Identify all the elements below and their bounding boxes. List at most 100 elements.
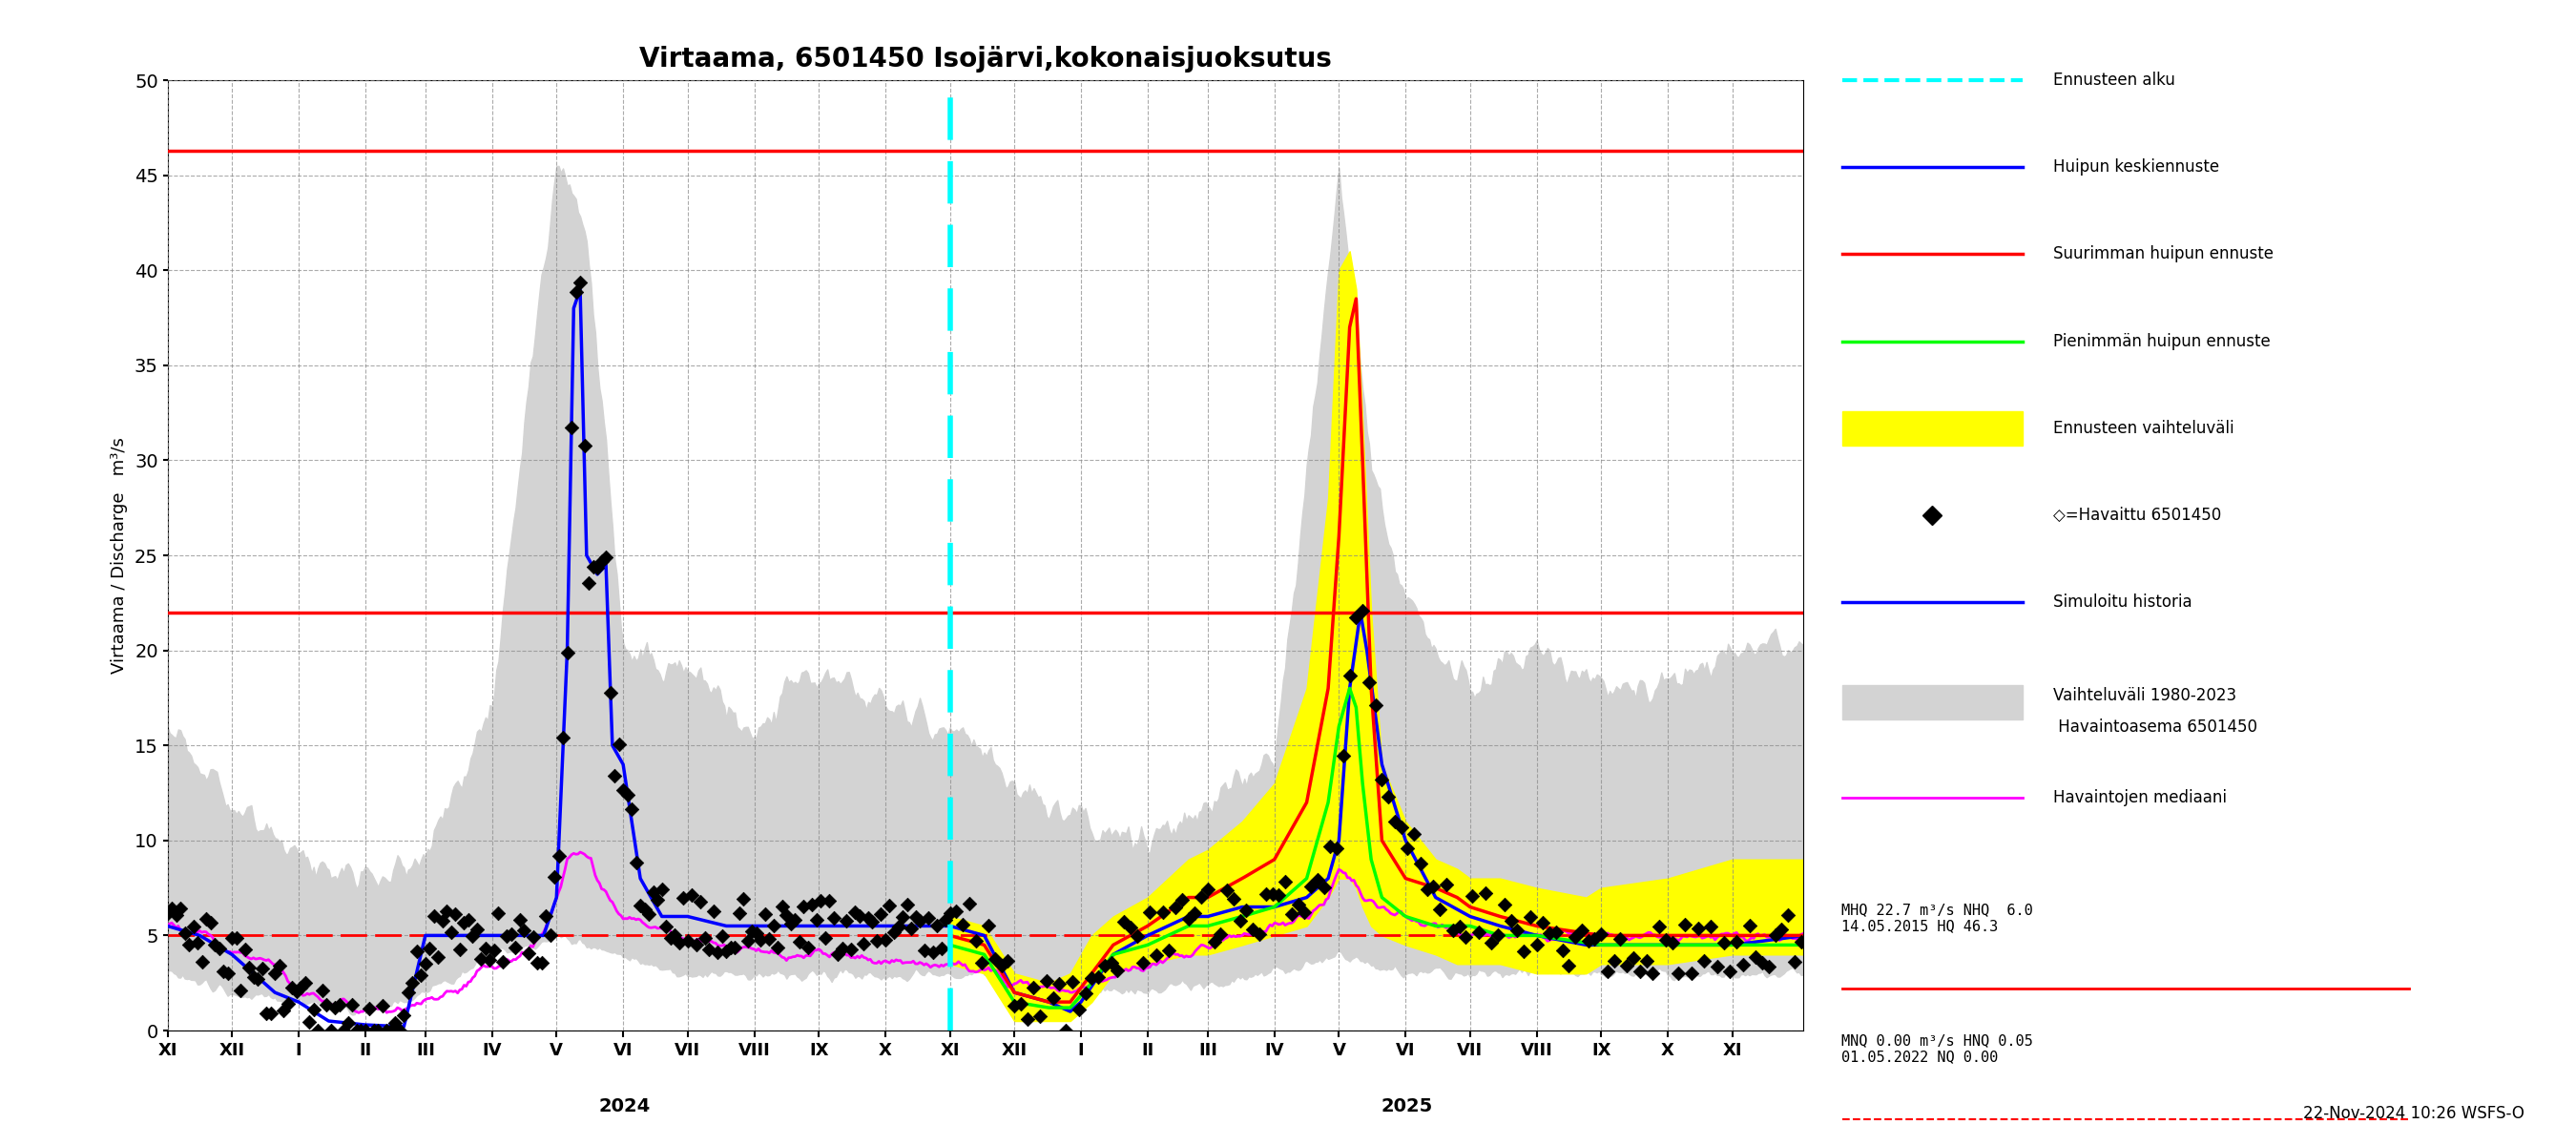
- Point: [371, 1021, 412, 1040]
- Bar: [1842, 411, 2022, 445]
- Point: [1309, 837, 1350, 855]
- Point: [379, 1021, 420, 1040]
- Point: [1226, 901, 1267, 919]
- Point: [1613, 949, 1654, 968]
- Point: [868, 897, 909, 915]
- Point: [814, 909, 855, 927]
- Point: [438, 941, 479, 960]
- Point: [397, 942, 438, 961]
- Point: [1510, 908, 1551, 926]
- Point: [1569, 932, 1610, 950]
- Text: 2025: 2025: [1381, 1097, 1432, 1115]
- Point: [1007, 1010, 1048, 1028]
- Text: Pienimmän huipun ennuste: Pienimmän huipun ennuste: [2053, 332, 2269, 349]
- Point: [425, 902, 466, 921]
- Point: [180, 953, 222, 971]
- Point: [688, 940, 729, 958]
- Point: [1625, 951, 1667, 970]
- Point: [726, 931, 768, 949]
- Point: [270, 979, 312, 997]
- Point: [448, 910, 489, 929]
- Point: [752, 916, 793, 934]
- Point: [739, 931, 781, 949]
- Point: [853, 913, 894, 931]
- Point: [855, 931, 896, 949]
- Point: [791, 895, 832, 914]
- Point: [667, 932, 708, 950]
- Point: [629, 905, 670, 923]
- Point: [848, 909, 889, 927]
- Point: [1419, 900, 1461, 918]
- Point: [881, 908, 922, 926]
- Point: [788, 939, 829, 957]
- Point: [348, 1000, 389, 1018]
- Point: [1218, 911, 1260, 930]
- Point: [1535, 923, 1577, 941]
- Point: [386, 984, 428, 1002]
- Point: [1162, 891, 1203, 909]
- Point: [559, 273, 600, 291]
- Point: [1342, 601, 1383, 619]
- Point: [167, 935, 209, 954]
- Point: [842, 934, 884, 953]
- Point: [443, 914, 484, 932]
- Point: [191, 914, 232, 932]
- Point: [404, 955, 446, 973]
- Point: [1200, 925, 1242, 943]
- Point: [1303, 878, 1345, 897]
- Point: [474, 941, 515, 960]
- Point: [435, 905, 477, 923]
- Point: [301, 981, 343, 1000]
- Point: [878, 917, 920, 935]
- Point: [1355, 695, 1396, 713]
- Point: [281, 978, 322, 996]
- Point: [732, 923, 773, 941]
- Point: [399, 965, 440, 984]
- Point: [533, 868, 574, 886]
- Point: [505, 922, 546, 940]
- Point: [546, 643, 587, 662]
- Point: [1064, 984, 1105, 1002]
- Point: [714, 938, 755, 956]
- Point: [294, 1001, 335, 1019]
- Point: [873, 923, 914, 941]
- Point: [1775, 953, 1816, 971]
- Point: [1175, 905, 1216, 923]
- Point: [495, 939, 536, 957]
- Point: [987, 951, 1028, 970]
- Point: [1710, 963, 1752, 981]
- Point: [1425, 875, 1466, 893]
- Point: [1347, 673, 1388, 692]
- Point: [744, 905, 786, 923]
- Point: [1659, 964, 1700, 982]
- Point: [698, 943, 739, 962]
- Point: [608, 785, 649, 804]
- Point: [809, 892, 850, 910]
- Point: [907, 909, 948, 927]
- Point: [1278, 895, 1319, 914]
- Point: [155, 907, 196, 925]
- Point: [1749, 958, 1790, 977]
- Text: Simuloitu historia: Simuloitu historia: [2053, 593, 2192, 610]
- Point: [307, 996, 348, 1014]
- Point: [750, 930, 791, 948]
- Point: [224, 940, 265, 958]
- Point: [943, 915, 984, 933]
- Point: [961, 954, 1002, 972]
- Point: [956, 932, 997, 950]
- Point: [904, 941, 945, 960]
- Point: [1329, 666, 1370, 685]
- Point: [616, 854, 657, 872]
- Point: [1270, 905, 1311, 923]
- Point: [894, 908, 935, 926]
- Point: [1633, 964, 1674, 982]
- Point: [1651, 933, 1692, 951]
- Point: [1136, 947, 1177, 965]
- Point: [1548, 957, 1589, 976]
- Point: [1167, 910, 1208, 929]
- Point: [675, 935, 716, 954]
- Point: [1123, 954, 1164, 972]
- Point: [1090, 953, 1131, 971]
- Point: [659, 934, 701, 953]
- Point: [1265, 872, 1306, 891]
